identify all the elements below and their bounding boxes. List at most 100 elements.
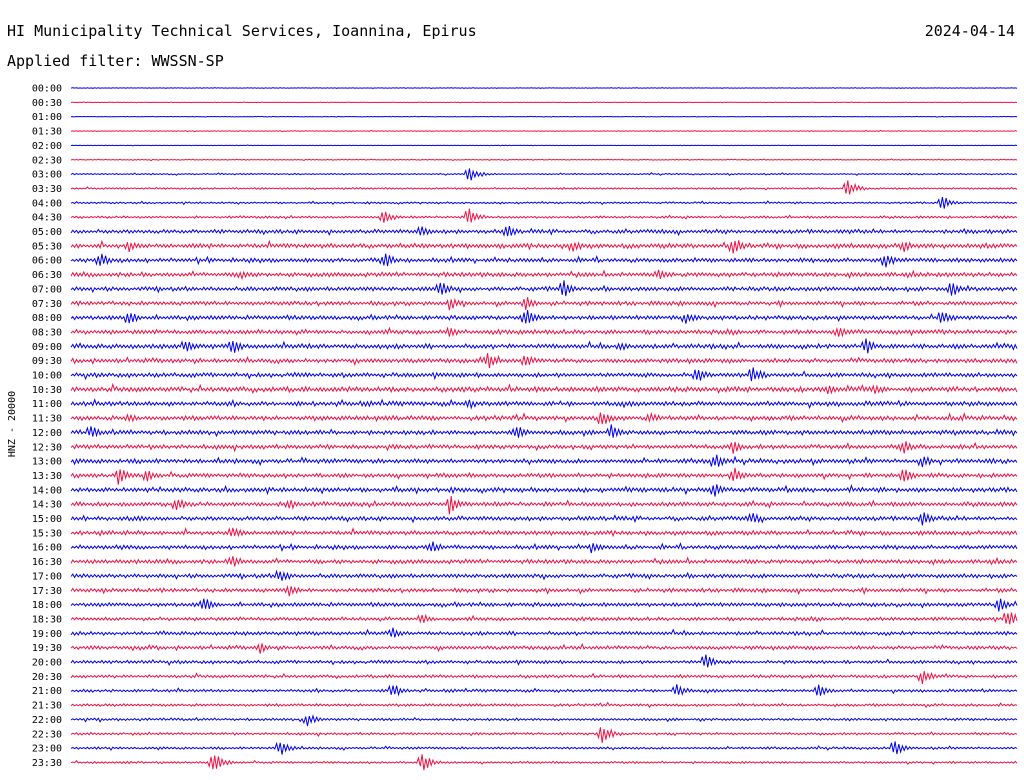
time-tick-label: 07:00 [32, 284, 62, 295]
time-tick-label: 02:00 [32, 141, 62, 152]
trace-line [70, 556, 1018, 567]
trace-line [70, 411, 1018, 425]
time-tick-label: 04:00 [32, 198, 62, 209]
trace-line [70, 627, 1018, 638]
trace-line [70, 239, 1018, 254]
time-tick-label: 21:00 [32, 686, 62, 697]
time-tick-label: 20:30 [32, 672, 62, 683]
trace-line [70, 541, 1018, 554]
trace-line [70, 144, 1018, 147]
trace-line [70, 454, 1018, 468]
time-tick-label: 12:30 [32, 442, 62, 453]
time-tick-label: 15:00 [32, 514, 62, 525]
trace-line [70, 180, 1018, 195]
trace-line [70, 101, 1018, 104]
trace-line [70, 367, 1018, 382]
trace-line [70, 467, 1018, 485]
time-tick-label: 13:00 [32, 457, 62, 468]
time-tick-label: 06:00 [32, 256, 62, 267]
trace-line [70, 654, 1018, 668]
filter-label: Applied filter: WWSSN-SP [7, 52, 224, 70]
channel-label: HNZ - 20000 [7, 391, 18, 457]
time-tick-label: 17:00 [32, 571, 62, 582]
trace-line [70, 253, 1018, 268]
trace-line [70, 398, 1018, 410]
time-tick-label: 21:30 [32, 701, 62, 712]
trace-line [70, 129, 1018, 133]
trace-line [70, 158, 1018, 162]
time-tick-label: 16:00 [32, 543, 62, 554]
trace-line [70, 569, 1018, 581]
trace-line [70, 208, 1018, 223]
date-label: 2024-04-14 [924, 22, 1015, 40]
time-tick-label: 14:30 [32, 500, 62, 511]
trace-line [70, 701, 1018, 709]
trace-line [70, 382, 1018, 395]
time-tick-label: 16:30 [32, 557, 62, 568]
trace-line [70, 496, 1018, 515]
time-tick-label: 08:30 [32, 327, 62, 338]
trace-line [70, 197, 1018, 209]
trace-line [70, 168, 1018, 181]
trace-line [70, 280, 1018, 297]
trace-line [70, 310, 1018, 324]
time-tick-label: 02:30 [32, 155, 62, 166]
time-tick-label: 05:00 [32, 227, 62, 238]
time-tick-label: 11:00 [32, 399, 62, 410]
time-tick-label: 10:00 [32, 371, 62, 382]
trace-line [70, 353, 1018, 369]
trace-line [70, 598, 1018, 612]
time-tick-label: 00:30 [32, 98, 62, 109]
time-tick-label: 04:30 [32, 213, 62, 224]
time-tick-label: 09:00 [32, 342, 62, 353]
station-title: HI Municipality Technical Services, Ioan… [7, 22, 477, 40]
time-tick-label: 22:00 [32, 715, 62, 726]
time-tick-label: 03:30 [32, 184, 62, 195]
time-tick-label: 01:30 [32, 127, 62, 138]
trace-line [70, 297, 1018, 311]
time-tick-label: 19:30 [32, 643, 62, 654]
trace-line [70, 338, 1018, 354]
time-tick-label: 18:00 [32, 600, 62, 611]
trace-line [70, 269, 1018, 281]
trace-line [70, 527, 1018, 538]
trace-line [70, 754, 1018, 771]
trace-line [70, 642, 1018, 654]
time-tick-label: 09:30 [32, 356, 62, 367]
time-tick-label: 12:00 [32, 428, 62, 439]
time-tick-label: 00:00 [32, 84, 62, 95]
trace-line [70, 512, 1018, 526]
time-tick-label: 08:00 [32, 313, 62, 324]
trace-line [70, 225, 1018, 237]
trace-line [70, 612, 1018, 625]
time-tick-label: 13:30 [32, 471, 62, 482]
trace-line [70, 115, 1018, 118]
time-tick-label: 06:30 [32, 270, 62, 281]
trace-line [70, 684, 1018, 697]
trace-line [70, 671, 1018, 684]
time-tick-label: 17:30 [32, 586, 62, 597]
time-tick-label: 19:00 [32, 629, 62, 640]
time-tick-label: 23:00 [32, 744, 62, 755]
time-tick-label: 01:00 [32, 112, 62, 123]
time-tick-label: 10:30 [32, 385, 62, 396]
trace-line [70, 87, 1018, 90]
time-tick-label: 07:30 [32, 299, 62, 310]
time-tick-label: 11:30 [32, 414, 62, 425]
time-tick-label: 03:00 [32, 170, 62, 181]
trace-rows: 00:00 00:30 01:00 01:30 02:00 02:30 03:00 03:30… [32, 84, 1018, 771]
time-tick-label: 22:30 [32, 729, 62, 740]
trace-line [70, 741, 1018, 755]
trace-line [70, 727, 1018, 743]
time-tick-label: 14:00 [32, 485, 62, 496]
trace-line [70, 441, 1018, 454]
trace-line [70, 483, 1018, 497]
time-tick-label: 15:30 [32, 528, 62, 539]
time-tick-label: 18:30 [32, 614, 62, 625]
trace-line [70, 584, 1018, 597]
time-tick-label: 05:30 [32, 241, 62, 252]
trace-line [70, 424, 1018, 438]
trace-line [70, 714, 1018, 727]
time-tick-label: 20:00 [32, 658, 62, 669]
